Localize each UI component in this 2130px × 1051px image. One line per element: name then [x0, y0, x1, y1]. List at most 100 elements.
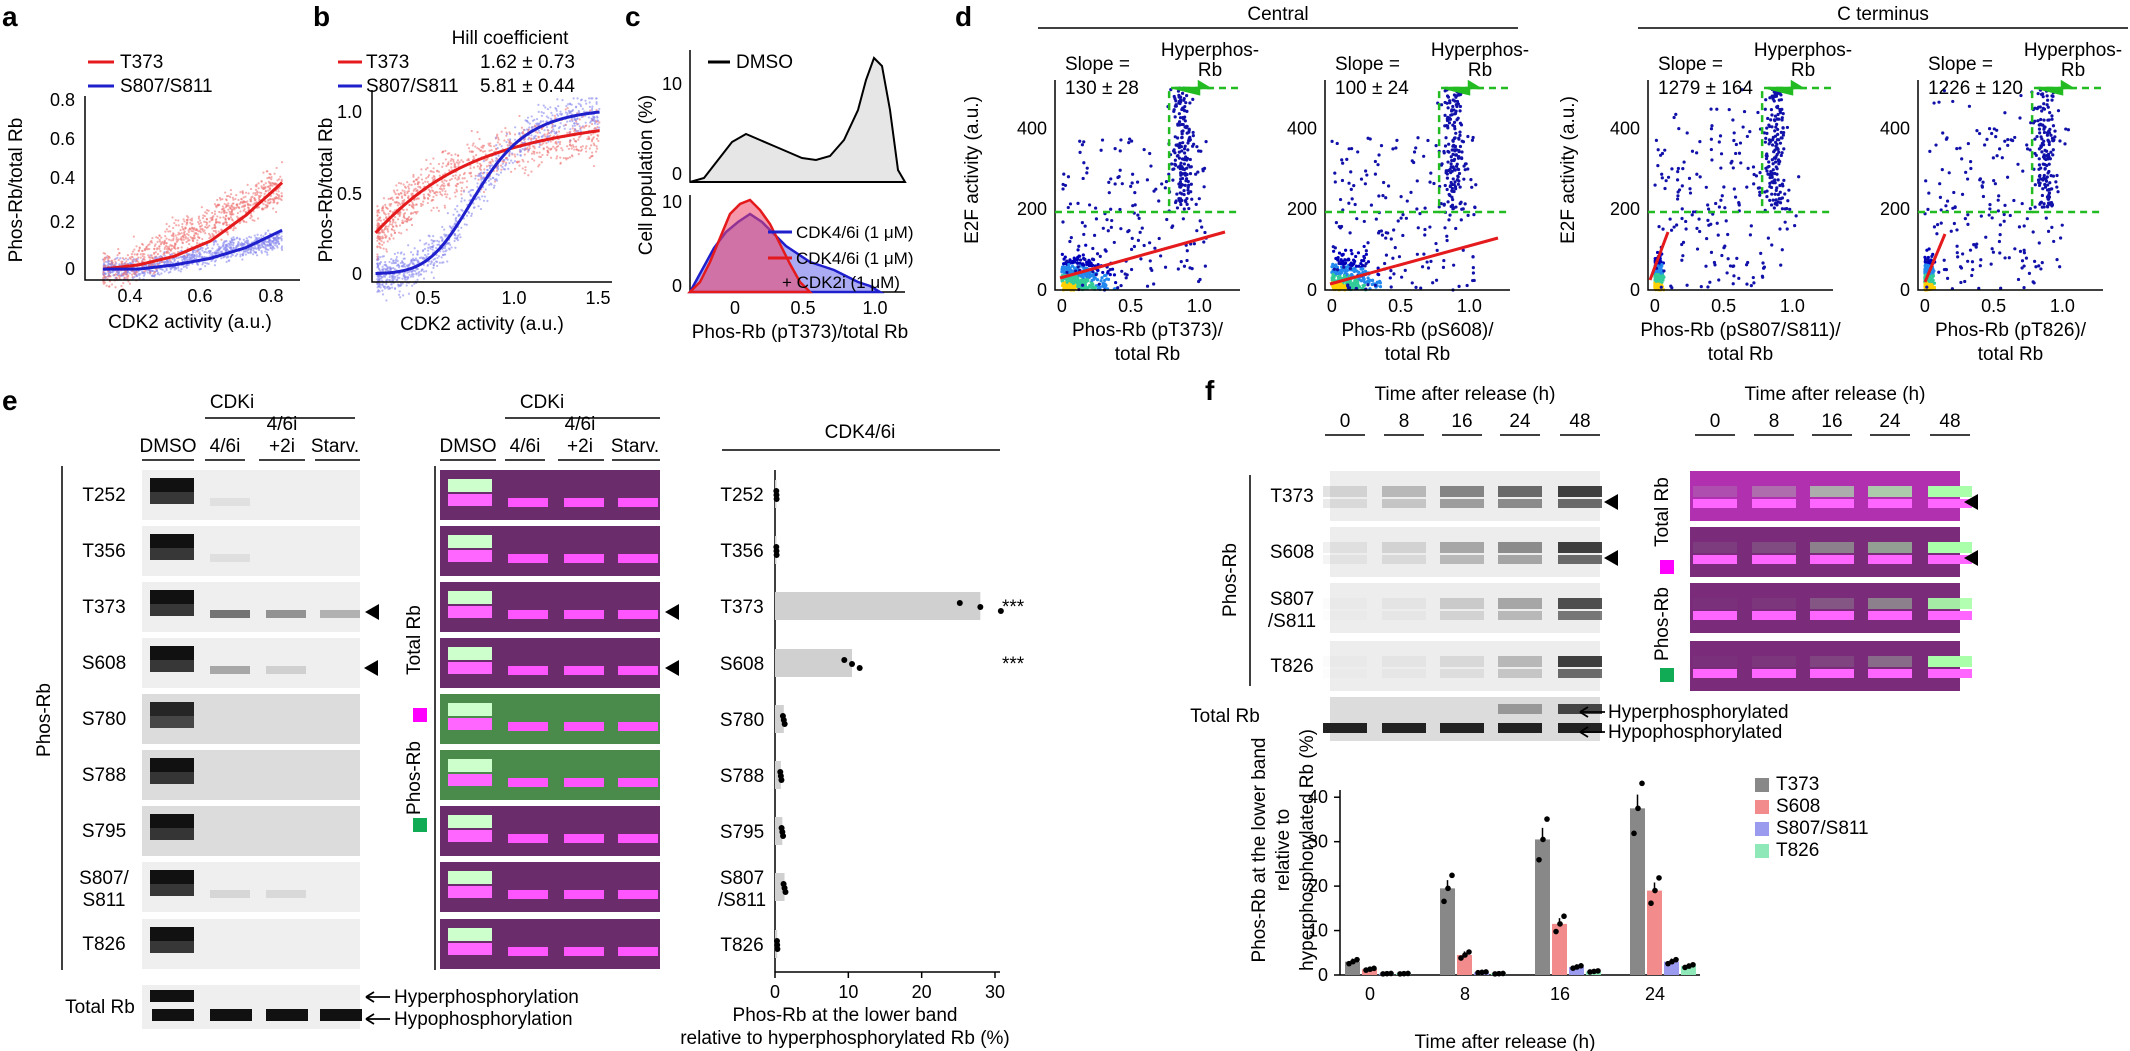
point — [1447, 142, 1451, 146]
point-t373 — [139, 256, 142, 259]
point-t373 — [268, 197, 272, 200]
point-t373 — [382, 205, 385, 208]
point — [1335, 268, 1340, 272]
point — [1093, 285, 1097, 290]
point-t373 — [280, 195, 283, 198]
panel-b-xlabel: CDK2 activity (a.u.) — [400, 314, 564, 335]
point-t373 — [427, 174, 431, 177]
point — [1434, 278, 1439, 282]
point-t373 — [406, 181, 409, 184]
point-s807 — [220, 246, 223, 249]
point — [1178, 191, 1182, 195]
point-t373 — [213, 212, 217, 216]
ytick: 0.5 — [337, 184, 362, 204]
point-s807 — [216, 251, 219, 254]
point-t373 — [466, 143, 469, 146]
ytick: 0 — [1037, 280, 1047, 300]
point-s807 — [450, 246, 453, 249]
point-t373 — [201, 237, 204, 241]
point-t373 — [234, 227, 237, 230]
point-s807 — [432, 240, 435, 243]
point-s807 — [106, 261, 110, 264]
point — [1332, 249, 1336, 253]
point-s807 — [127, 258, 130, 261]
point — [1341, 262, 1346, 266]
point-s807 — [391, 286, 394, 289]
point-t373 — [186, 232, 189, 236]
point — [1174, 104, 1178, 108]
point-t373 — [390, 202, 393, 206]
legend-t373: T373 — [366, 52, 409, 73]
point-t373 — [181, 225, 184, 228]
point-t373 — [101, 277, 105, 280]
point-t373 — [172, 226, 175, 230]
point-t373 — [229, 216, 233, 219]
point-t373 — [221, 205, 224, 208]
point-s807 — [479, 172, 482, 175]
point — [1416, 136, 1420, 140]
point — [1457, 154, 1461, 159]
ytick: 0 — [672, 276, 682, 296]
point — [1394, 146, 1398, 150]
point-s807 — [461, 209, 464, 212]
point-t373 — [244, 195, 247, 198]
point-s807 — [244, 250, 247, 253]
xtick: 1.0 — [1187, 296, 1212, 316]
point-s807 — [426, 249, 430, 252]
point — [1172, 148, 1176, 152]
point — [1453, 127, 1457, 131]
point-s807 — [231, 239, 234, 242]
point-t373 — [403, 212, 407, 215]
point-s807 — [437, 255, 441, 258]
point — [1177, 112, 1181, 116]
point-s807 — [435, 246, 438, 250]
point-t373 — [396, 189, 399, 192]
point-t373 — [518, 164, 521, 167]
point-t373 — [523, 153, 526, 156]
point-t373 — [474, 145, 477, 148]
point-s807 — [232, 236, 235, 239]
point — [1348, 266, 1353, 271]
point — [1332, 267, 1336, 271]
point-s807 — [417, 272, 420, 275]
point-t373 — [554, 141, 557, 144]
point-s807 — [276, 246, 279, 249]
point-t373 — [197, 217, 200, 220]
point-t373 — [254, 191, 257, 195]
point — [1340, 253, 1344, 257]
point-t373 — [394, 193, 397, 196]
point-t373 — [163, 243, 166, 246]
point-t373 — [460, 193, 463, 196]
point-t373 — [226, 230, 229, 234]
point-t373 — [276, 179, 279, 182]
point-s807 — [530, 134, 533, 137]
xtick: 0.6 — [187, 286, 212, 306]
point-t373 — [167, 238, 171, 241]
point-s807 — [505, 140, 508, 144]
point-t373 — [461, 181, 464, 184]
point — [1383, 261, 1387, 266]
point-t373 — [412, 180, 416, 183]
point — [1345, 268, 1350, 272]
point-s807 — [150, 269, 153, 272]
point — [1066, 175, 1071, 179]
point-t373 — [252, 192, 255, 195]
point-s807 — [120, 272, 124, 275]
point-t373 — [205, 223, 208, 226]
point-t373 — [468, 150, 471, 153]
point — [1445, 238, 1449, 243]
point-t373 — [274, 210, 278, 214]
point-s807 — [382, 267, 386, 270]
point-t373 — [264, 182, 267, 185]
point — [1190, 197, 1194, 201]
point-t373 — [513, 133, 517, 136]
point — [1069, 269, 1074, 273]
point-t373 — [170, 239, 173, 242]
point-t373 — [131, 261, 134, 264]
point-s807 — [561, 98, 564, 102]
point-t373 — [164, 230, 167, 233]
point-t373 — [376, 246, 379, 249]
point — [1118, 168, 1122, 172]
point-t373 — [465, 186, 468, 189]
point-s807 — [465, 223, 468, 226]
